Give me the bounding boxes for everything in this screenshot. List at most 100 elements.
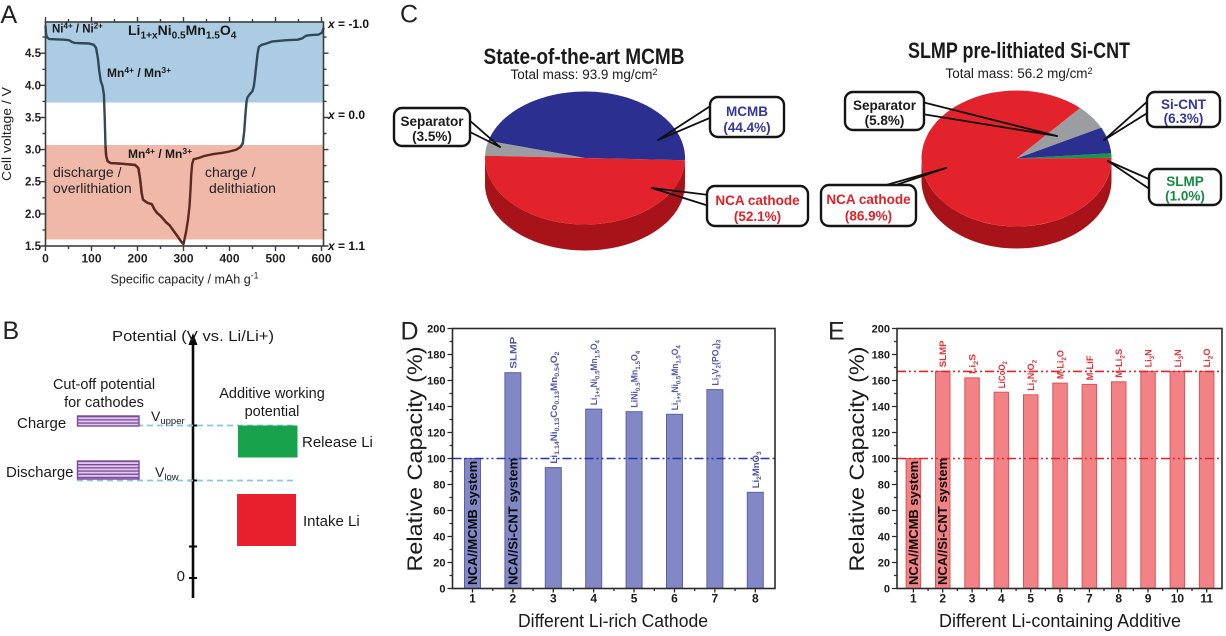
svg-text:0: 0 <box>42 252 49 266</box>
svg-text:overlithiation: overlithiation <box>53 180 132 196</box>
svg-text:NCA//MCMB system: NCA//MCMB system <box>465 461 480 585</box>
svg-text:SLMP pre-lithiated Si-CNT: SLMP pre-lithiated Si-CNT <box>908 38 1130 63</box>
svg-text:Mn4+ / Mn3+: Mn4+ / Mn3+ <box>107 65 171 80</box>
svg-text:NCA//Si-CNT system: NCA//Si-CNT system <box>505 458 520 585</box>
svg-text:C: C <box>400 1 418 29</box>
svg-text:100: 100 <box>872 453 890 465</box>
svg-text:500: 500 <box>265 252 285 266</box>
svg-text:600: 600 <box>311 252 331 266</box>
svg-text:40: 40 <box>878 531 890 543</box>
svg-text:60: 60 <box>878 505 890 517</box>
svg-text:6: 6 <box>671 592 678 606</box>
svg-text:200: 200 <box>127 252 147 266</box>
svg-text:4: 4 <box>590 592 597 606</box>
svg-text:LiNi0.5​Mn1.5​O4​: LiNi0.5​Mn1.5​O4​ <box>630 350 642 407</box>
svg-text:Li3​V2​(PO4​)3​: Li3​V2​(PO4​)3​ <box>710 339 722 385</box>
svg-text:Cut-off potential: Cut-off potential <box>53 377 155 393</box>
svg-text:8: 8 <box>1115 592 1122 606</box>
svg-text:100: 100 <box>427 453 445 465</box>
svg-text:Different Li-containing Additi: Different Li-containing Additive <box>939 611 1181 631</box>
svg-text:4: 4 <box>998 592 1005 606</box>
svg-text:NCA//Si-CNT system: NCA//Si-CNT system <box>935 458 950 585</box>
svg-text:discharge /: discharge / <box>53 164 122 180</box>
svg-text:300: 300 <box>173 252 193 266</box>
svg-text:Li2​O: Li2​O <box>1202 348 1214 367</box>
svg-text:Total mass: 93.9 mg/cm2: Total mass: 93.9 mg/cm2 <box>511 67 658 82</box>
svg-text:SLMP: SLMP <box>938 340 949 368</box>
svg-text:x = 1.1: x = 1.1 <box>327 239 365 253</box>
svg-text:SLMP: SLMP <box>1166 174 1204 189</box>
svg-text:5: 5 <box>631 592 638 606</box>
svg-text:2: 2 <box>510 592 517 606</box>
svg-text:60: 60 <box>433 505 445 517</box>
svg-text:20: 20 <box>878 557 890 569</box>
svg-text:1: 1 <box>469 592 476 606</box>
svg-text:Separator: Separator <box>853 98 917 113</box>
svg-text:2.0: 2.0 <box>25 209 41 221</box>
svg-text:(6.3%): (6.3%) <box>1164 111 1204 126</box>
svg-text:Potential (V vs. Li/Li+): Potential (V vs. Li/Li+) <box>112 328 274 345</box>
svg-text:400: 400 <box>219 252 239 266</box>
svg-text:3: 3 <box>550 592 557 606</box>
svg-text:Specific capacity / mAh g-1: Specific capacity / mAh g-1 <box>111 271 259 287</box>
svg-text:Li1+x​Ni0.5​Mn1.5​O4​: Li1+x​Ni0.5​Mn1.5​O4​ <box>670 345 682 410</box>
svg-text:State-of-the-art MCMB: State-of-the-art MCMB <box>484 44 685 69</box>
svg-text:Discharge: Discharge <box>6 464 74 481</box>
svg-text:delithiation: delithiation <box>209 180 276 196</box>
svg-text:A: A <box>1 1 18 29</box>
svg-text:20: 20 <box>433 557 445 569</box>
svg-text:2.5: 2.5 <box>25 177 42 189</box>
svg-text:Li3​N: Li3​N <box>1144 349 1156 367</box>
svg-text:Li2​MnO3​: Li2​MnO3​ <box>751 451 763 488</box>
svg-text:5: 5 <box>1027 592 1034 606</box>
svg-text:NCA cathode: NCA cathode <box>715 193 800 208</box>
svg-text:Total mass: 56.2 mg/cm2: Total mass: 56.2 mg/cm2 <box>946 66 1093 81</box>
svg-text:120: 120 <box>427 427 445 439</box>
svg-text:Relative Capacity (%): Relative Capacity (%) <box>846 347 869 572</box>
svg-text:4.5: 4.5 <box>25 48 42 60</box>
svg-text:0: 0 <box>439 583 445 595</box>
svg-text:7: 7 <box>712 592 719 606</box>
svg-text:8: 8 <box>752 592 759 606</box>
svg-text:0: 0 <box>177 568 185 585</box>
svg-text:NCA cathode: NCA cathode <box>826 192 911 207</box>
svg-text:potential: potential <box>245 404 300 420</box>
svg-text:80: 80 <box>433 479 445 491</box>
svg-text:2: 2 <box>939 592 946 606</box>
svg-text:Li1+x​Ni0.5​Mn1.5​O4​: Li1+x​Ni0.5​Mn1.5​O4​ <box>589 340 601 405</box>
svg-text:NCA//MCMB system: NCA//MCMB system <box>906 461 921 585</box>
svg-text:11: 11 <box>1200 592 1213 606</box>
svg-text:E: E <box>828 318 845 346</box>
svg-text:Li1+x​Ni0.5​Mn1.5​O4​: Li1+x​Ni0.5​Mn1.5​O4​ <box>128 22 237 41</box>
svg-text:Release Li: Release Li <box>302 434 373 451</box>
svg-text:160: 160 <box>427 375 445 387</box>
svg-text:7: 7 <box>1086 592 1093 606</box>
svg-text:(86.9%): (86.9%) <box>845 209 892 224</box>
svg-text:Mn4+ / Mn3+: Mn4+ / Mn3+ <box>128 146 192 161</box>
svg-text:1: 1 <box>910 592 917 606</box>
svg-text:x = -1.0: x = -1.0 <box>327 17 369 31</box>
svg-text:40: 40 <box>433 531 445 543</box>
svg-text:Si-CNT: Si-CNT <box>1161 97 1207 112</box>
svg-text:0: 0 <box>884 583 890 595</box>
svg-text:80: 80 <box>878 479 890 491</box>
svg-text:(1.0%): (1.0%) <box>1165 189 1205 204</box>
svg-text:charge /: charge / <box>205 164 256 180</box>
svg-text:200: 200 <box>427 323 445 335</box>
svg-text:Li1.14​Ni0.13​Co0.13​Mn0.54​O2: Li1.14​Ni0.13​Co0.13​Mn0.54​O2​ <box>549 351 561 463</box>
svg-text:Different Li-rich Cathode: Different Li-rich Cathode <box>518 611 708 631</box>
svg-text:(52.1%): (52.1%) <box>734 209 781 224</box>
svg-text:Separator: Separator <box>400 114 464 129</box>
svg-text:9: 9 <box>1145 592 1152 606</box>
svg-text:(5.8%): (5.8%) <box>865 113 905 128</box>
svg-text:Relative Capacity (%): Relative Capacity (%) <box>404 347 427 572</box>
svg-text:140: 140 <box>427 401 445 413</box>
svg-text:100: 100 <box>81 252 101 266</box>
svg-text:120: 120 <box>872 427 890 439</box>
svg-text:Charge: Charge <box>17 415 66 432</box>
svg-text:Additive working: Additive working <box>219 386 325 402</box>
svg-text:D: D <box>401 318 419 346</box>
svg-text:LiCoO2​: LiCoO2​ <box>997 361 1009 388</box>
svg-text:M-LiF: M-LiF <box>1085 355 1096 380</box>
svg-text:160: 160 <box>872 375 890 387</box>
